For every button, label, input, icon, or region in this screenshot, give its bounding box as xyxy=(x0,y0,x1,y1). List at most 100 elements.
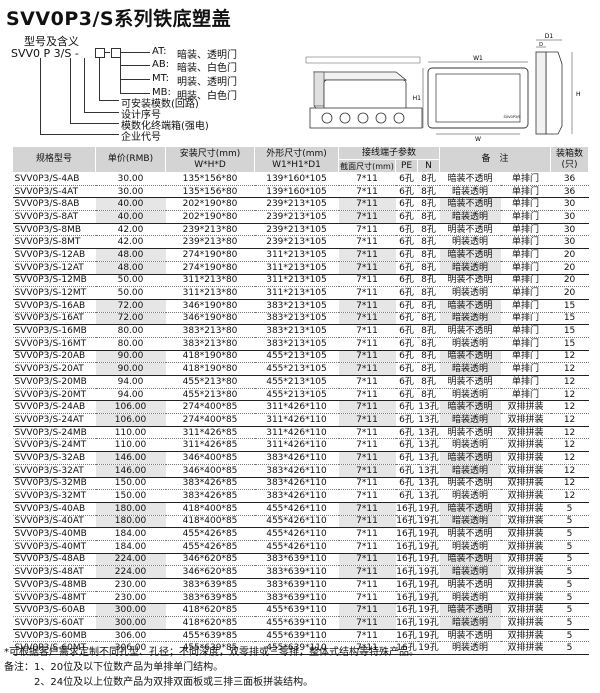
cell-mount-type: 明装不透明 xyxy=(439,578,501,592)
cell-section-size: 7*11 xyxy=(338,451,396,465)
table-row: SVV0P3/S-48MT 230.00 383*639*85 383*639*110… xyxy=(12,591,589,605)
cell-structure: 双排拼装 xyxy=(500,400,551,415)
cell-outer-size: 311*213*105 xyxy=(254,286,339,300)
cell-price: 150.00 xyxy=(95,477,166,491)
cell-n-holes: 19孔 xyxy=(417,540,440,554)
cell-outer-size: 383*639*110 xyxy=(254,565,339,579)
cell-n-holes: 19孔 xyxy=(417,629,440,643)
cell-mount-type: 暗装不透明 xyxy=(439,400,501,415)
cell-mount-type: 暗装透明 xyxy=(439,616,501,630)
header-install-label: 安装尺寸(mm) xyxy=(179,148,241,159)
legend-dash xyxy=(104,52,110,53)
cell-outer-size: 383*426*110 xyxy=(254,489,339,503)
cell-install-size: 383*426*85 xyxy=(165,489,255,503)
cell-pe-holes: 6孔 xyxy=(395,248,418,262)
cell-n-holes: 13孔 xyxy=(417,489,440,503)
cell-install-size: 274*190*80 xyxy=(165,248,255,262)
cell-outer-size: 383*426*110 xyxy=(254,477,339,491)
cell-pe-holes: 6孔 xyxy=(395,426,418,440)
cell-model: SVV0P3/S-16MB xyxy=(12,324,96,338)
table-row: SVV0P3/S-12AB 48.00 274*190*80 311*213*105 7… xyxy=(12,248,589,262)
cell-pe-holes: 16孔 xyxy=(395,591,418,605)
cell-model: SVV0P3/S-60MT xyxy=(12,641,96,656)
cell-section-size: 7*11 xyxy=(338,210,396,224)
cell-install-size: 383*213*80 xyxy=(165,337,255,351)
cell-pe-holes: 16孔 xyxy=(395,603,418,618)
cell-mount-type: 暗装不透明 xyxy=(439,248,501,262)
cell-n-holes: 13孔 xyxy=(417,426,440,440)
front-panel-drawing xyxy=(305,56,423,129)
cell-mount-type: 暗装透明 xyxy=(439,515,501,529)
cell-structure: 双排拼装 xyxy=(500,591,551,605)
cell-n-holes: 8孔 xyxy=(417,172,440,186)
cell-outer-size: 239*213*105 xyxy=(254,197,339,212)
cell-mount-type: 暗装不透明 xyxy=(439,172,501,186)
cell-structure: 单排门 xyxy=(500,299,551,313)
table-row: SVV0P3/S-20MB 94.00 455*213*80 455*213*105 7… xyxy=(12,375,589,389)
option-desc: 明装、透明门 xyxy=(177,77,237,88)
cell-price: 184.00 xyxy=(95,527,166,541)
note-remark-1: 备注：1、20位及以下位数产品为单排单门结构。 xyxy=(4,662,224,673)
spec-table: 规格型号 单价(RMB) 安装尺寸(mm) W*H*D 外形尺寸(mm) W1*… xyxy=(12,146,590,656)
cell-pe-holes: 6孔 xyxy=(395,464,418,478)
cell-box-count: 30 xyxy=(550,223,589,237)
option-code: MB: xyxy=(152,87,171,98)
cell-model: SVV0P3/S-24AB xyxy=(12,400,96,415)
cell-pe-holes: 6孔 xyxy=(395,337,418,351)
dim-d1-label: D1 xyxy=(545,33,554,40)
cell-structure: 双排拼装 xyxy=(500,641,551,656)
cell-n-holes: 8孔 xyxy=(417,223,440,237)
cell-model: SVV0P3/S-40MB xyxy=(12,527,96,541)
cell-n-holes: 19孔 xyxy=(417,641,440,656)
table-row: SVV0P3/S-40MB 184.00 455*426*85 455*426*110… xyxy=(12,527,589,541)
option-code: AT: xyxy=(152,46,167,57)
cell-structure: 双排拼装 xyxy=(500,426,551,440)
cell-n-holes: 19孔 xyxy=(417,565,440,579)
meaning-text: 模数化终端箱(强电) xyxy=(121,121,209,132)
cell-model: SVV0P3/S-24MB xyxy=(12,426,96,440)
cell-outer-size: 311*426*110 xyxy=(254,426,339,440)
cell-outer-size: 239*213*105 xyxy=(254,235,339,250)
cell-mount-type: 暗装不透明 xyxy=(439,603,501,618)
cell-structure: 单排门 xyxy=(500,248,551,262)
table-row: SVV0P3/S-20AT 90.00 418*190*80 455*213*105 7… xyxy=(12,362,589,376)
cell-mount-type: 明装透明 xyxy=(439,337,501,351)
header-terminal-params: 接线端子参数 xyxy=(337,146,441,160)
cell-box-count: 12 xyxy=(550,464,589,478)
cell-structure: 双排拼装 xyxy=(500,413,551,427)
cell-pe-holes: 6孔 xyxy=(395,350,418,364)
cell-install-size: 455*639*85 xyxy=(165,641,255,656)
cell-install-size: 455*639*85 xyxy=(165,629,255,643)
cell-pe-holes: 6孔 xyxy=(395,274,418,288)
cell-install-size: 346*190*80 xyxy=(165,299,255,313)
cell-box-count: 12 xyxy=(550,375,589,389)
cell-mount-type: 暗装不透明 xyxy=(439,502,501,516)
cell-pe-holes: 16孔 xyxy=(395,616,418,630)
table-row: SVV0P3/S-4AT 30.00 135*156*80 139*160*105 7*… xyxy=(12,185,589,199)
table-row: SVV0P3/S-24MT 110.00 311*426*85 311*426*110… xyxy=(12,438,589,453)
cell-box-count: 20 xyxy=(550,261,589,275)
cell-box-count: 15 xyxy=(550,337,589,351)
cell-structure: 双排拼装 xyxy=(500,438,551,453)
cell-box-count: 5 xyxy=(550,616,589,630)
cell-install-size: 346*620*85 xyxy=(165,553,255,567)
table-row: SVV0P3/S-60MB 306.00 455*639*85 455*639*110… xyxy=(12,629,589,643)
cell-mount-type: 明装透明 xyxy=(439,388,501,402)
cell-n-holes: 19孔 xyxy=(417,553,440,567)
cell-pe-holes: 6孔 xyxy=(395,299,418,313)
cell-mount-type: 明装透明 xyxy=(439,286,501,300)
cell-mount-type: 暗装透明 xyxy=(439,565,501,579)
cell-model: SVV0P3/S-48AT xyxy=(12,565,96,579)
cell-model: SVV0P3/S-20AB xyxy=(12,350,96,364)
cell-mount-type: 暗装透明 xyxy=(439,185,501,199)
cell-price: 180.00 xyxy=(95,515,166,529)
cell-model: SVV0P3/S-40AB xyxy=(12,502,96,516)
cell-section-size: 7*11 xyxy=(338,502,396,516)
panel-label: SVV0P3/S xyxy=(504,115,522,119)
cell-box-count: 15 xyxy=(550,299,589,313)
cell-install-size: 202*190*80 xyxy=(165,210,255,224)
cell-mount-type: 明装不透明 xyxy=(439,274,501,288)
cell-section-size: 7*11 xyxy=(338,362,396,376)
cell-section-size: 7*11 xyxy=(338,413,396,427)
cell-n-holes: 19孔 xyxy=(417,527,440,541)
